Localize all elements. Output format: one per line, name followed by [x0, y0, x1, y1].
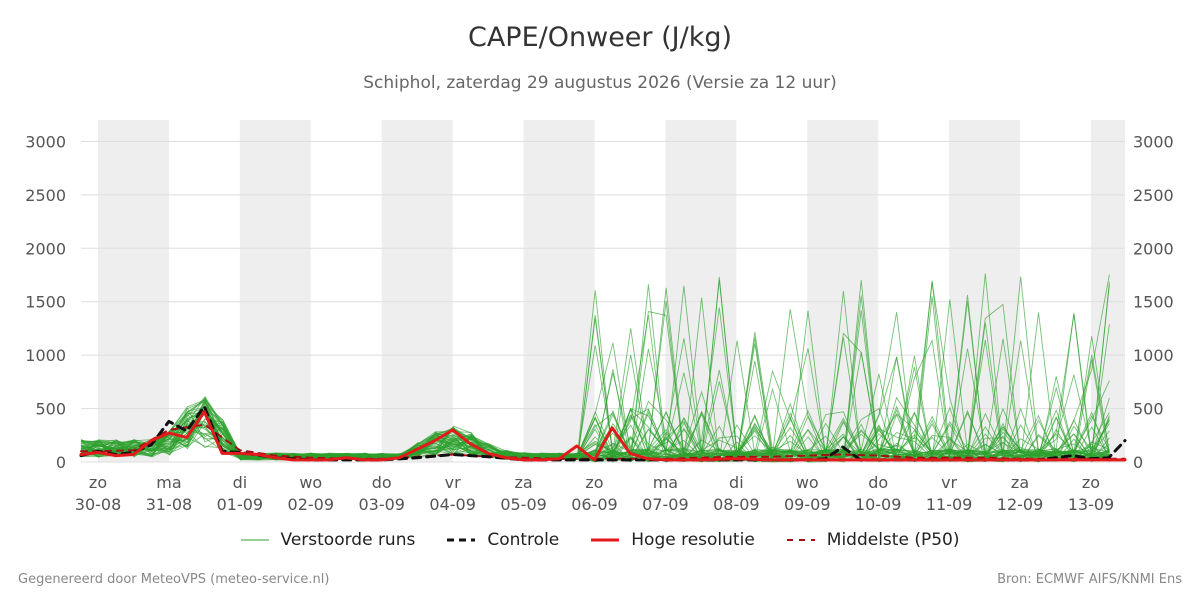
x-tick-date-2: 01-09 [217, 495, 264, 514]
y-tick-left-500: 500 [35, 400, 66, 419]
main-lines [79, 404, 1127, 462]
weekend-bands [98, 120, 1125, 462]
legend-swatch-control [447, 538, 476, 542]
legend-swatch-median [786, 539, 815, 541]
x-tick-date-11: 10-09 [855, 495, 902, 514]
series-line-highres [79, 410, 1127, 462]
y-tick-left-1000: 1000 [25, 346, 66, 365]
y-tick-right-2000: 2000 [1133, 239, 1174, 258]
y-tick-left-2500: 2500 [25, 186, 66, 205]
x-tick-weekday-14: zo [1082, 473, 1100, 492]
weekend-band-6 [949, 120, 1021, 462]
legend-item-control[interactable]: Controle [447, 530, 559, 550]
y-tick-right-1500: 1500 [1133, 293, 1174, 312]
x-tick-date-8: 07-09 [642, 495, 689, 514]
chart-subtitle: Schiphol, zaterdag 29 augustus 2026 (Ver… [363, 73, 837, 93]
member-line-45 [80, 356, 1110, 462]
weekend-band-1 [239, 120, 311, 462]
footer-generator[interactable]: Gegenereerd door MeteoVPS (meteo-service… [18, 572, 330, 587]
weekend-band-2 [381, 120, 453, 462]
x-tick-date-13: 12-09 [997, 495, 1044, 514]
legend-swatch-members [240, 539, 269, 541]
x-tick-weekday-13: za [1011, 473, 1029, 492]
legend-label-control: Controle [487, 530, 560, 550]
x-tick-weekday-4: do [372, 473, 392, 492]
x-tick-weekday-0: zo [89, 473, 107, 492]
x-axis-ticks: zo 30-08 ma 31-08 di 01-09 wo 02-09 do 03-09 vr 04-… [75, 473, 1114, 514]
legend-item-highres[interactable]: Hoge resolutie [591, 530, 755, 550]
x-tick-weekday-7: zo [585, 473, 603, 492]
legend-label-highres: Hoge resolutie [631, 530, 755, 550]
y-tick-left-1500: 1500 [25, 293, 66, 312]
y-tick-left-3000: 3000 [25, 132, 66, 151]
y-axis-ticks: 0 0 500 500 1000 1000 1500 1500 2000 2000 2500 2500… [25, 132, 1173, 472]
x-tick-weekday-11: do [868, 473, 888, 492]
x-tick-weekday-2: di [233, 473, 248, 492]
legend-label-members: Verstoorde runs [280, 530, 416, 550]
chart-title: CAPE/Onweer (J/kg) [467, 22, 732, 53]
x-tick-date-6: 05-09 [500, 495, 547, 514]
grid-lines [81, 140, 1125, 463]
x-tick-date-10: 09-09 [784, 495, 831, 514]
legend-label-median: Middelste (P50) [826, 530, 960, 550]
y-tick-right-3000: 3000 [1133, 132, 1174, 151]
x-tick-date-5: 04-09 [429, 495, 476, 514]
weekend-band-0 [98, 120, 169, 462]
x-tick-weekday-9: di [729, 473, 744, 492]
y-tick-left-0: 0 [56, 453, 66, 472]
x-tick-weekday-3: wo [299, 473, 322, 492]
x-tick-date-3: 02-09 [288, 495, 335, 514]
x-tick-date-7: 06-09 [571, 495, 618, 514]
x-tick-weekday-12: vr [941, 473, 957, 492]
x-tick-date-0: 30-08 [75, 495, 122, 514]
y-tick-right-1000: 1000 [1133, 346, 1174, 365]
legend-item-members[interactable]: Verstoorde runs [240, 530, 416, 550]
x-tick-date-4: 03-09 [358, 495, 405, 514]
y-tick-left-2000: 2000 [25, 239, 66, 258]
y-tick-right-2500: 2500 [1133, 186, 1174, 205]
x-tick-weekday-8: ma [653, 473, 678, 492]
x-tick-weekday-5: vr [445, 473, 461, 492]
series-line-control [79, 404, 1127, 462]
y-tick-right-500: 500 [1133, 400, 1164, 419]
x-tick-weekday-1: ma [156, 473, 181, 492]
x-tick-weekday-10: wo [796, 473, 819, 492]
legend-swatch-highres [591, 538, 620, 542]
x-tick-date-14: 13-09 [1068, 495, 1115, 514]
x-tick-weekday-6: za [514, 473, 532, 492]
y-tick-right-0: 0 [1133, 453, 1143, 472]
legend-item-median[interactable]: Middelste (P50) [786, 530, 960, 550]
x-tick-date-9: 08-09 [713, 495, 760, 514]
x-tick-date-12: 11-09 [926, 495, 973, 514]
x-tick-date-1: 31-08 [146, 495, 193, 514]
legend: Verstoorde runs Controle Hoge resolutie … [0, 530, 1200, 550]
footer-source: Bron: ECMWF AIFS/KNMI Ens [997, 572, 1182, 587]
member-line-37 [80, 314, 1110, 463]
